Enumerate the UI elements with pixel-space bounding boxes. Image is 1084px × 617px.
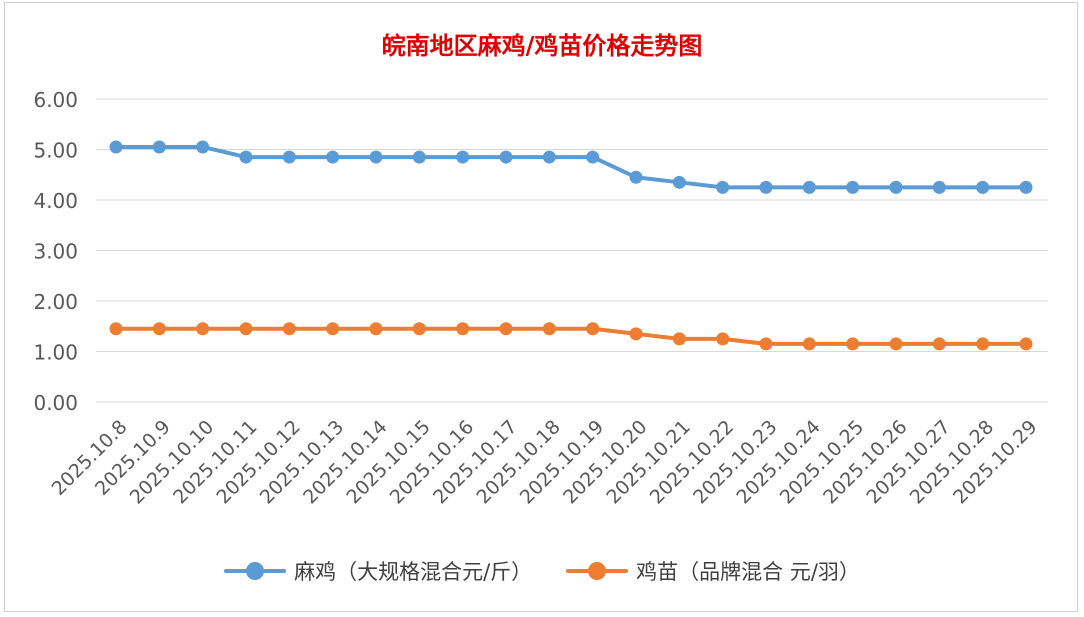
data-point-s0-2 bbox=[196, 140, 210, 154]
data-point-s1-13 bbox=[672, 332, 686, 346]
data-point-s0-0 bbox=[109, 140, 123, 154]
data-point-s1-20 bbox=[976, 337, 990, 351]
data-point-s1-19 bbox=[932, 337, 946, 351]
data-point-s0-7 bbox=[412, 150, 426, 164]
y-tick-label-3: 3.00 bbox=[33, 240, 78, 264]
data-point-s1-15 bbox=[759, 337, 773, 351]
chart-title: 皖南地区麻鸡/鸡苗价格走势图 bbox=[381, 31, 703, 60]
legend-item-series-0: 麻鸡（大规格混合元/斤） bbox=[224, 556, 532, 586]
data-point-s1-8 bbox=[456, 322, 470, 336]
legend-label-series-1: 鸡苗（品牌混合 元/羽） bbox=[636, 560, 860, 584]
legend: 麻鸡（大规格混合元/斤） 鸡苗（品牌混合 元/羽） bbox=[0, 556, 1084, 586]
data-point-s1-21 bbox=[1019, 337, 1033, 351]
data-point-s1-2 bbox=[196, 322, 210, 336]
y-tick-label-6: 6.00 bbox=[33, 88, 78, 112]
series-line-0 bbox=[114, 144, 1028, 190]
data-point-s0-10 bbox=[542, 150, 556, 164]
data-point-s1-9 bbox=[499, 322, 513, 336]
data-point-s1-0 bbox=[109, 322, 123, 336]
data-point-s0-14 bbox=[716, 180, 730, 194]
y-tick-label-5: 5.00 bbox=[33, 139, 78, 163]
legend-label-series-0: 麻鸡（大规格混合元/斤） bbox=[294, 560, 533, 584]
chart-frame bbox=[4, 2, 1078, 612]
data-point-s1-17 bbox=[846, 337, 860, 351]
data-point-s1-6 bbox=[369, 322, 383, 336]
data-point-s1-11 bbox=[586, 322, 600, 336]
series-line-1 bbox=[114, 326, 1028, 346]
data-point-s1-12 bbox=[629, 327, 643, 341]
data-point-s0-6 bbox=[369, 150, 383, 164]
data-point-s0-11 bbox=[586, 150, 600, 164]
data-point-s0-21 bbox=[1019, 180, 1033, 194]
y-tick-label-1: 1.00 bbox=[33, 341, 78, 365]
data-point-s1-16 bbox=[802, 337, 816, 351]
data-point-s0-17 bbox=[846, 180, 860, 194]
data-point-s0-9 bbox=[499, 150, 513, 164]
data-point-s1-10 bbox=[542, 322, 556, 336]
data-point-s0-18 bbox=[889, 180, 903, 194]
legend-swatch-series-0 bbox=[224, 560, 287, 582]
data-point-s0-15 bbox=[759, 180, 773, 194]
data-point-s0-1 bbox=[152, 140, 166, 154]
data-point-s1-7 bbox=[412, 322, 426, 336]
y-tick-label-4: 4.00 bbox=[33, 189, 78, 213]
y-tick-label-0: 0.00 bbox=[33, 391, 78, 415]
legend-swatch-series-1 bbox=[566, 560, 629, 582]
data-point-s0-20 bbox=[976, 180, 990, 194]
data-point-s1-1 bbox=[152, 322, 166, 336]
data-point-s1-3 bbox=[239, 322, 253, 336]
data-point-s0-4 bbox=[282, 150, 296, 164]
data-point-s0-16 bbox=[802, 180, 816, 194]
legend-item-series-1: 鸡苗（品牌混合 元/羽） bbox=[566, 556, 860, 586]
data-point-s0-8 bbox=[456, 150, 470, 164]
data-point-s0-19 bbox=[932, 180, 946, 194]
data-point-s0-12 bbox=[629, 170, 643, 184]
data-point-s0-5 bbox=[326, 150, 340, 164]
data-point-s1-4 bbox=[282, 322, 296, 336]
data-point-s0-3 bbox=[239, 150, 253, 164]
y-tick-label-2: 2.00 bbox=[33, 290, 78, 314]
data-point-s1-5 bbox=[326, 322, 340, 336]
data-point-s0-13 bbox=[672, 175, 686, 189]
data-point-s1-18 bbox=[889, 337, 903, 351]
data-point-s1-14 bbox=[716, 332, 730, 346]
